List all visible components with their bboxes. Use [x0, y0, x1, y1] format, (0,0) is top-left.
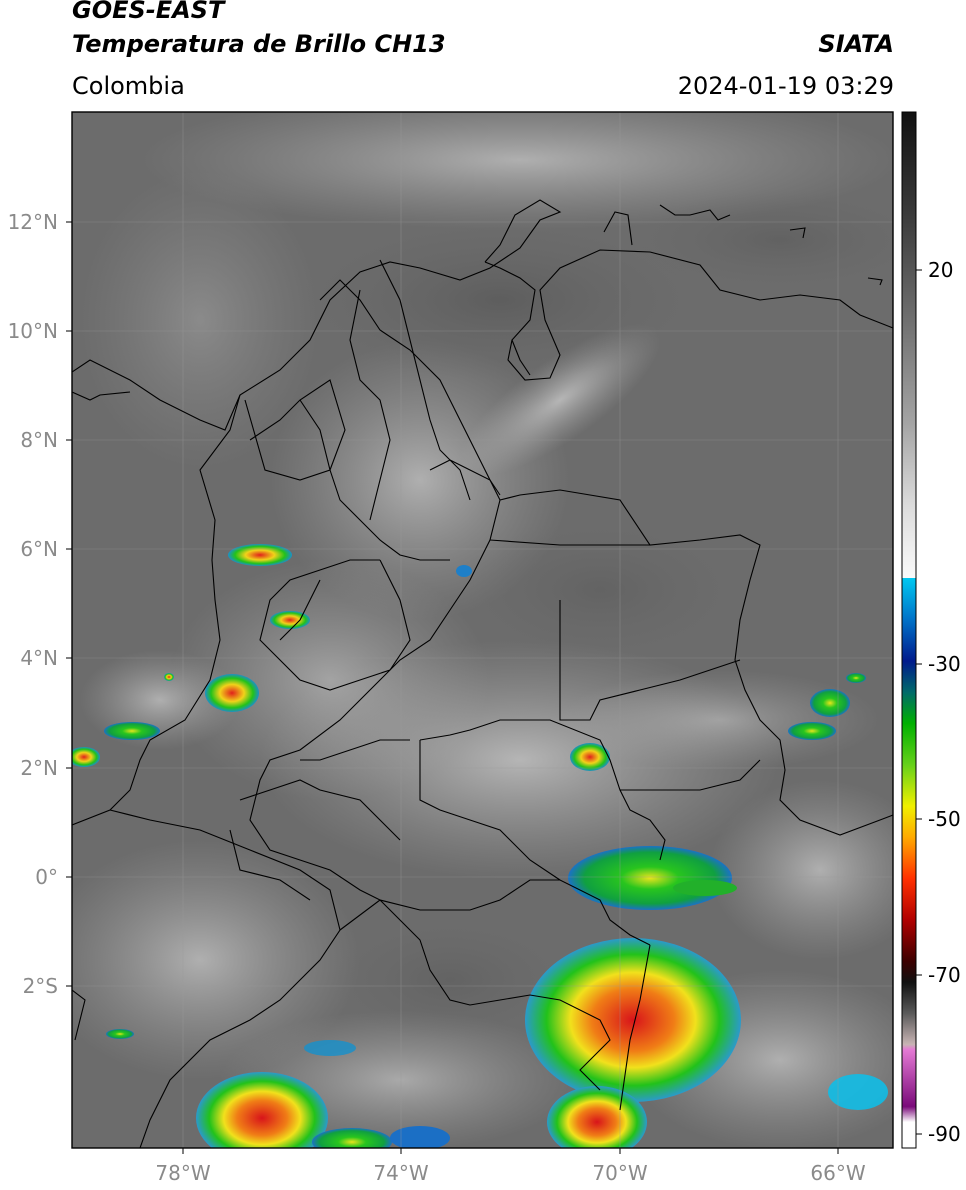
- lat-label: 12°N: [8, 210, 58, 234]
- convective-cell: [673, 880, 737, 896]
- convective-cell: [228, 544, 292, 566]
- convective-cell: [72, 747, 100, 767]
- lon-label: 78°W: [155, 1161, 210, 1185]
- convective-cell: [196, 1072, 328, 1148]
- borders-coastlines: [72, 199, 893, 1148]
- convective-cell: [304, 1040, 356, 1056]
- satellite-name: GOES-EAST: [72, 0, 225, 24]
- convective-cell: [810, 689, 850, 717]
- convective-cell: [846, 673, 866, 683]
- timestamp-label: 2024-01-19 03:29: [677, 72, 894, 100]
- convective-cell: [312, 1128, 392, 1148]
- region-label: Colombia: [72, 72, 185, 100]
- lat-label: 10°N: [8, 319, 58, 343]
- graticule: [72, 112, 893, 1148]
- convective-cell: [570, 743, 610, 771]
- convective-cell: [568, 846, 732, 910]
- colorbar-tick: -50: [928, 807, 961, 831]
- axis-ticks: [66, 221, 839, 1154]
- lat-label: 6°N: [20, 537, 58, 561]
- lat-label: 2°N: [20, 756, 58, 780]
- satellite-image: [72, 112, 893, 1148]
- convective-cell: [788, 722, 836, 740]
- product-title: Temperatura de Brillo CH13: [72, 30, 446, 58]
- convective-cell: [828, 1074, 888, 1110]
- lat-label: 8°N: [20, 428, 58, 452]
- convective-cell: [270, 611, 310, 629]
- colorbar-tick: -30: [928, 652, 961, 676]
- lat-label: 2°S: [23, 974, 58, 998]
- convective-cell: [456, 565, 472, 577]
- lat-label: 4°N: [20, 646, 58, 670]
- lon-label: 66°W: [810, 1161, 865, 1185]
- map-frame: [71, 111, 894, 1149]
- convective-cell: [104, 722, 160, 740]
- lon-label: 74°W: [373, 1161, 428, 1185]
- colorbar-tick: -90: [928, 1122, 961, 1146]
- convective-cell: [106, 1029, 134, 1039]
- convective-cell: [390, 1126, 450, 1148]
- latitude-labels: 12°N 10°N 8°N 6°N 4°N 2°N 0° 2°S: [8, 210, 58, 998]
- agency-label: SIATA: [818, 30, 894, 58]
- convective-cell: [205, 674, 259, 712]
- lon-label: 70°W: [592, 1161, 647, 1185]
- colorbar-tick: 20: [928, 258, 953, 282]
- convective-cell: [164, 673, 174, 681]
- convective-cell: [547, 1086, 647, 1148]
- convective-cell: [525, 938, 741, 1102]
- longitude-labels: 78°W 74°W 70°W 66°W: [155, 1161, 865, 1185]
- lat-label: 0°: [35, 865, 58, 889]
- colorbar: 20 -30 -50 -70 -90: [901, 111, 961, 1149]
- colorbar-tick: -70: [928, 963, 961, 987]
- colorbar-scale: [901, 111, 917, 1149]
